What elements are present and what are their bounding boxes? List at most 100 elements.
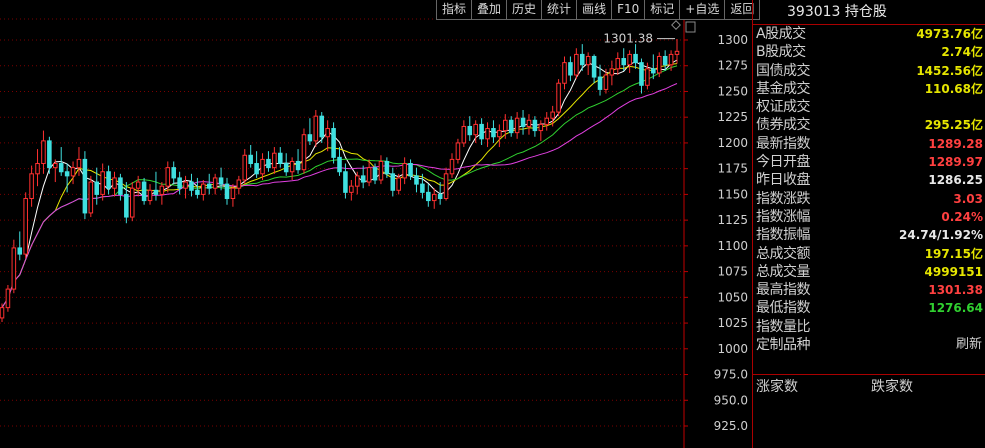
decliners-label: 跌家数 <box>871 379 913 395</box>
candle-body <box>651 68 656 74</box>
y-tick-label: 1300 <box>717 33 748 47</box>
candle-body <box>94 181 100 195</box>
candle-body <box>106 171 111 189</box>
quote-label: B股成交 <box>756 44 806 61</box>
candle-body <box>349 185 354 193</box>
candle-body <box>479 123 484 140</box>
candle-body <box>41 140 46 165</box>
candle-body <box>171 167 176 179</box>
y-tick-label: 1225 <box>717 110 748 124</box>
candle-body <box>497 130 502 138</box>
candle-body <box>568 62 573 76</box>
candle-body <box>53 163 58 169</box>
quote-row: 债券成交 295.25亿 <box>753 116 985 134</box>
candle-body <box>272 152 277 169</box>
quote-row: 权证成交 <box>753 98 985 116</box>
breadth-row: 涨家数 跌家数 <box>753 374 985 395</box>
candle-body <box>343 171 348 193</box>
high-annotation: 1301.38 <box>603 32 653 46</box>
quote-label: 指数量比 <box>756 318 811 335</box>
diamond-icon <box>671 20 681 30</box>
candle-body <box>230 187 236 200</box>
y-tick-label: 1275 <box>717 59 748 73</box>
back-button[interactable]: 返回 <box>724 0 761 20</box>
candle-body <box>437 193 443 200</box>
quote-value: 4999151 <box>924 264 983 279</box>
candle-body <box>301 134 307 171</box>
mark-button[interactable]: 标记 <box>644 0 680 20</box>
candle-body <box>426 191 431 202</box>
indicator-button[interactable]: 指标 <box>436 0 472 20</box>
statistics-button[interactable]: 统计 <box>541 0 577 20</box>
candle-body <box>201 183 206 195</box>
candle-body <box>627 53 632 66</box>
candle-body <box>64 171 70 177</box>
quote-value: 24.74/1.92% <box>899 228 983 243</box>
quote-value: 1286.25 <box>928 173 983 188</box>
candle-body <box>218 177 224 185</box>
candle-body <box>585 55 591 66</box>
quote-row: 指数涨幅 0.24% <box>753 208 985 226</box>
quote-value: 3.03 <box>953 191 983 206</box>
candle-body <box>307 134 313 142</box>
candle-body <box>212 177 218 189</box>
quote-label: 昨日收盘 <box>756 172 811 189</box>
candle-body <box>574 53 579 76</box>
candle-body <box>639 62 644 86</box>
candle-body <box>224 183 230 200</box>
advancers-label: 涨家数 <box>756 379 798 395</box>
quote-row: 总成交额 197.15亿 <box>753 245 985 263</box>
quote-row: 指数振幅 24.74/1.92% <box>753 226 985 244</box>
candle-body <box>76 158 82 169</box>
kline-chart[interactable]: 1300 1275 1250 1225 1200 1175 1150 1125 1100 1075… <box>0 0 752 448</box>
quote-value: 295.25亿 <box>924 118 983 133</box>
candle-body <box>455 142 461 160</box>
y-tick-label: 1000 <box>717 342 748 356</box>
chart-toolbar: 指标 叠加 历史 统计 画线 F10 标记 +自选 返回 <box>436 0 761 20</box>
f10-button[interactable]: F10 <box>611 0 645 20</box>
quote-row: 基金成交 110.68亿 <box>753 80 985 98</box>
candle-body <box>248 154 253 165</box>
candle-body <box>17 247 23 255</box>
candle-body <box>112 177 117 189</box>
candle-body <box>550 111 555 119</box>
quote-value: 1452.56亿 <box>916 63 983 78</box>
quote-label: 债券成交 <box>756 117 811 134</box>
refresh-button[interactable]: 刷新 <box>955 337 982 353</box>
quote-label: 总成交量 <box>756 263 811 280</box>
quote-value: 1276.64 <box>928 301 983 316</box>
y-tick-label: 1250 <box>717 84 748 98</box>
quote-row: 指数涨跌 3.03 <box>753 190 985 208</box>
draw-line-button[interactable]: 画线 <box>576 0 612 20</box>
candle-body <box>378 160 384 181</box>
candle-body <box>461 125 467 144</box>
candle-body <box>11 247 17 290</box>
y-tick-label: 1200 <box>717 136 748 150</box>
ma-line <box>1 83 678 308</box>
quote-label: A股成交 <box>756 26 806 42</box>
history-button[interactable]: 历史 <box>506 0 542 20</box>
candle-body <box>384 160 390 175</box>
candle-body <box>195 189 200 195</box>
candle-body <box>124 193 129 218</box>
overlay-button[interactable]: 叠加 <box>471 0 507 20</box>
y-tick-label: 1175 <box>717 162 748 176</box>
y-tick-label: 950.0 <box>714 393 748 407</box>
candle-body <box>674 50 680 55</box>
panel-title: 393013 持仓股 <box>753 0 985 25</box>
candle-body <box>82 158 88 214</box>
candle-body <box>532 119 538 132</box>
candle-body <box>118 177 123 195</box>
quote-label: 定制品种 <box>756 337 811 354</box>
candle-body <box>491 128 496 138</box>
candle-body <box>325 128 330 138</box>
candle-body <box>390 173 396 191</box>
add-watchlist-button[interactable]: +自选 <box>679 0 725 20</box>
candle-body <box>283 163 289 173</box>
candle-body <box>242 154 248 181</box>
candle-body <box>544 117 550 125</box>
quote-label: 最高指数 <box>756 282 811 299</box>
quote-label: 总成交额 <box>756 245 811 262</box>
candle-body <box>526 119 532 127</box>
candle-body <box>656 55 662 74</box>
